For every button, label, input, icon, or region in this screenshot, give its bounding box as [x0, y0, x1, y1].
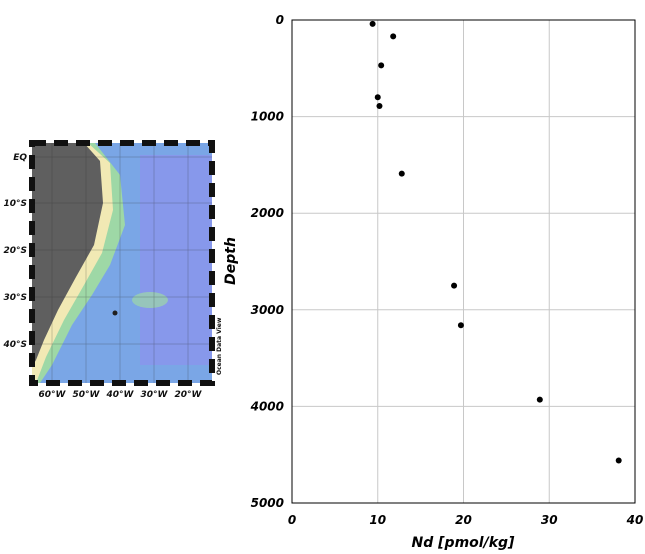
- x-tick-label: 30: [541, 513, 558, 527]
- x-tick-label: 40: [626, 513, 644, 527]
- y-tick-labels: 0 1000 2000 3000 4000 5000: [250, 13, 284, 510]
- odv-credit: Ocean Data View: [216, 317, 223, 375]
- data-point: [457, 322, 464, 329]
- data-point: [374, 94, 381, 101]
- lon-labels: 60°W 50°W 40°W 30°W 20°W: [39, 390, 203, 400]
- y-tick-label: 1000: [251, 110, 284, 124]
- y-tick-label: 4000: [250, 399, 284, 413]
- lon-label: 40°W: [106, 390, 135, 400]
- data-point: [376, 102, 383, 109]
- y-tick-label: 3000: [251, 303, 284, 317]
- lon-label: 30°W: [141, 390, 169, 400]
- land-mass: [32, 143, 103, 367]
- lat-labels: EQ 10°S 20°S 30°S 40°S: [2, 153, 27, 350]
- x-tick-label: 0: [288, 513, 296, 527]
- deep-ocean: [140, 155, 212, 365]
- grid: [291, 19, 636, 504]
- y-tick-label: 2000: [251, 206, 284, 220]
- map-area: [32, 143, 212, 383]
- lat-label: 20°S: [3, 246, 27, 256]
- x-tick-labels: 0 10 20 30 40: [288, 513, 644, 527]
- nd-depth-profile: 0 1000 2000 3000 4000 5000 0 10 20 30 40 Depth Nd…: [215, 0, 645, 551]
- x-tick-label: 20: [455, 513, 472, 527]
- data-point: [536, 396, 543, 403]
- lat-label: 30°S: [3, 293, 27, 303]
- data-point: [390, 33, 397, 40]
- lat-label: EQ: [13, 153, 27, 163]
- x-axis-label: Nd [pmol/kg]: [412, 535, 515, 550]
- station-marker: [112, 310, 118, 316]
- lon-label: 50°W: [73, 390, 101, 400]
- data-point: [398, 170, 405, 177]
- x-tick-label: 10: [369, 513, 386, 527]
- y-tick-label: 0: [276, 13, 284, 27]
- lat-label: 40°S: [2, 340, 27, 350]
- map-svg: EQ 10°S 20°S 30°S 40°S 60°W 50°W 40°W 30…: [2, 140, 223, 400]
- lon-label: 60°W: [39, 390, 67, 400]
- data-point: [615, 457, 622, 464]
- data-point: [378, 62, 385, 69]
- station-map: EQ 10°S 20°S 30°S 40°S 60°W 50°W 40°W 30…: [0, 135, 235, 405]
- chart-svg: 0 1000 2000 3000 4000 5000 0 10 20 30 40 Depth Nd…: [223, 13, 644, 551]
- plot-frame: [291, 19, 636, 504]
- map-frame: [29, 140, 215, 386]
- data-points: [369, 20, 622, 464]
- data-point: [451, 282, 458, 289]
- y-axis-label: Depth: [223, 237, 239, 285]
- lon-label: 20°W: [175, 390, 203, 400]
- seamount: [132, 292, 168, 308]
- map-gridlines: [32, 143, 212, 383]
- lat-label: 10°S: [3, 199, 27, 209]
- y-tick-label: 5000: [251, 496, 284, 510]
- data-point: [369, 20, 376, 27]
